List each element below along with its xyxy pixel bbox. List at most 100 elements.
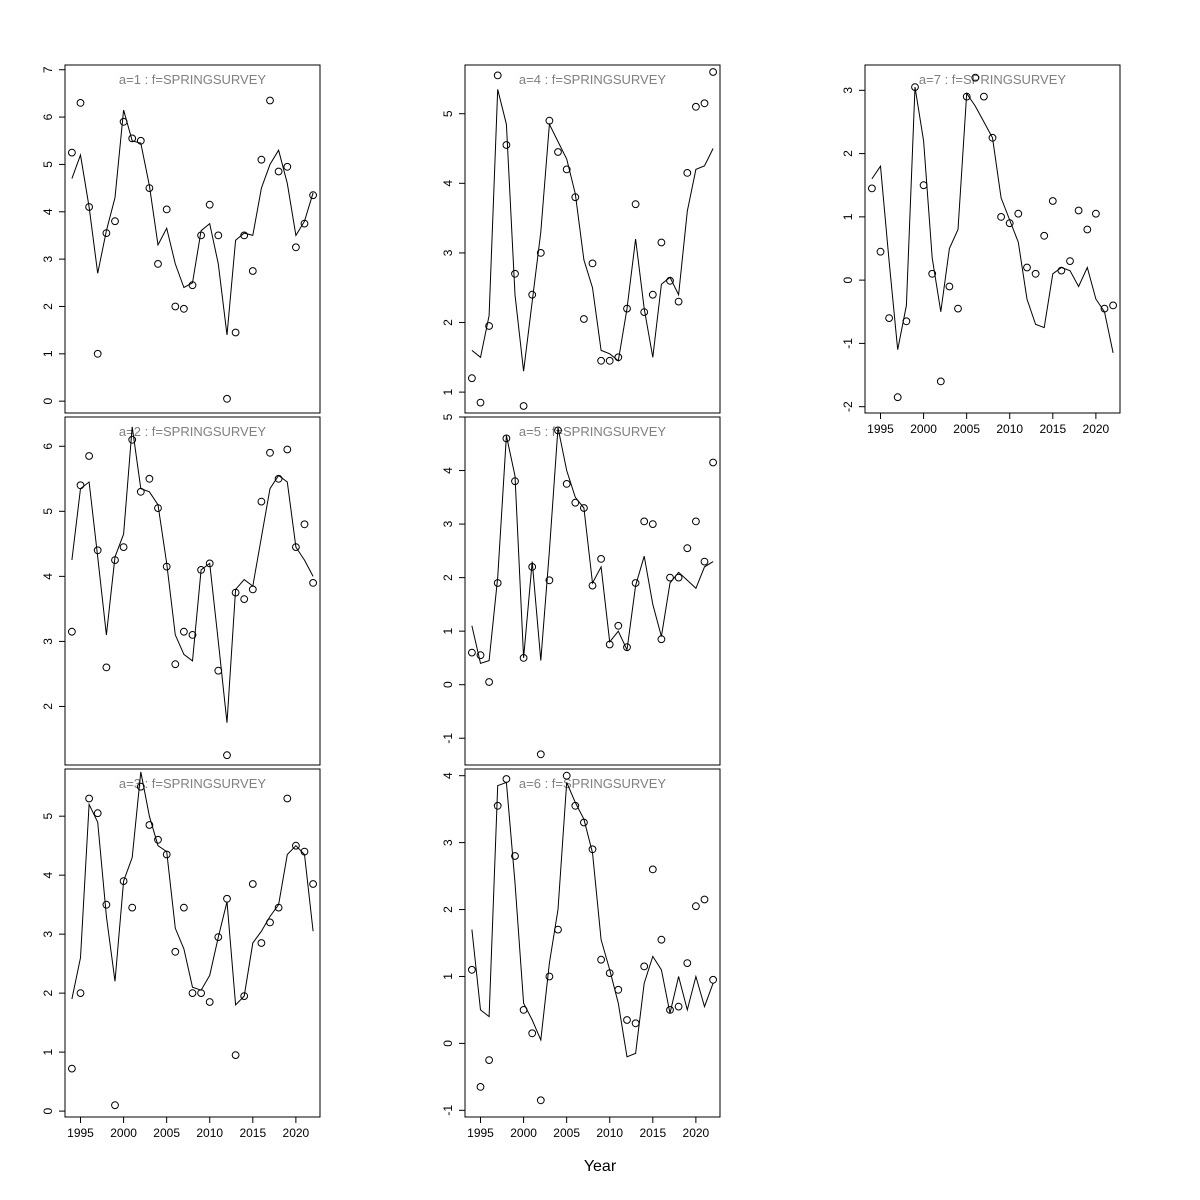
data-point — [128, 134, 137, 143]
data-point — [136, 487, 145, 496]
x-axis-title: Year — [583, 1158, 617, 1175]
panel-title: a=6 : f=SPRINGSURVEY — [519, 776, 666, 791]
data-point — [928, 269, 937, 278]
y-tick-label: 4 — [41, 573, 55, 580]
panel-a1: a=1 : f=SPRINGSURVEY 0 1 2 3 4 5 6 7 — [41, 64, 321, 414]
y-axis: -1 0 1 2 3 4 5 — [441, 413, 465, 744]
data-point — [876, 247, 885, 256]
data-point — [240, 595, 249, 603]
panel-title: a=4 : f=SPRINGSURVEY — [519, 72, 666, 87]
data-point — [868, 184, 876, 193]
data-point — [528, 1029, 537, 1038]
panel-a4: a=4 : f=SPRINGSURVEY 1 2 3 4 5 — [441, 64, 721, 414]
y-tick-label: 4 — [41, 872, 55, 879]
y-tick-label: 3 — [41, 638, 55, 645]
data-point — [571, 801, 580, 810]
data-point — [476, 398, 485, 407]
y-tick-label: 2 — [41, 989, 55, 996]
data-point — [571, 498, 580, 507]
panel-title: a=1 : f=SPRINGSURVEY — [119, 72, 266, 87]
panel-a6: a=6 : f=SPRINGSURVEY -1 0 1 2 3 4 1995 2000 2005 2… — [441, 768, 721, 1140]
data-point — [588, 845, 597, 854]
data-point — [631, 1019, 640, 1028]
data-point — [197, 231, 206, 240]
fit-line — [71, 109, 314, 335]
data-point — [162, 850, 171, 859]
y-tick-label: 2 — [441, 906, 455, 913]
data-point — [1031, 269, 1040, 278]
data-point — [536, 249, 545, 257]
y-tick-label: 5 — [41, 508, 55, 515]
x-tick-label: 2015 — [239, 1126, 266, 1140]
data-point — [111, 556, 119, 564]
data-point — [666, 276, 674, 285]
data-point — [154, 260, 162, 268]
panel-border — [864, 64, 1121, 414]
data-point — [197, 566, 206, 574]
data-point — [605, 969, 614, 977]
data-point — [85, 794, 93, 803]
data-point — [648, 865, 657, 874]
data-point — [180, 627, 188, 636]
data-point — [111, 217, 119, 226]
y-tick-label: 2 — [841, 150, 855, 157]
data-point — [666, 1006, 674, 1014]
fit-line — [471, 781, 714, 1058]
panel-border — [464, 64, 721, 414]
x-axis: 1995 2000 2005 2010 2015 2020 — [467, 1117, 710, 1140]
panel-title: a=5 : f=SPRINGSURVEY — [519, 424, 666, 439]
panel-a2: a=2 : f=SPRINGSURVEY 2 3 4 5 6 — [41, 416, 321, 766]
data-point — [188, 631, 197, 639]
data-point — [283, 794, 292, 803]
data-point — [1083, 225, 1092, 234]
y-axis: 2 3 4 5 6 — [41, 443, 65, 710]
data-point — [614, 621, 623, 630]
data-point — [171, 302, 180, 311]
data-point — [554, 148, 562, 156]
data-point — [1074, 206, 1083, 215]
data-point — [683, 169, 692, 177]
data-point — [536, 750, 545, 759]
data-point — [674, 297, 683, 306]
data-point — [700, 557, 709, 566]
data-point — [692, 517, 700, 526]
panel-a7: a=7 : f=SPRINGSURVEY -2 -1 0 1 2 3 1995 2000 2005… — [841, 64, 1121, 436]
data-point — [205, 200, 214, 209]
x-tick-label: 2005 — [153, 1126, 180, 1140]
data-point — [614, 353, 623, 362]
data-point — [136, 782, 145, 791]
y-tick-label: 2 — [41, 703, 55, 710]
panel-border — [64, 416, 321, 766]
panel-border — [464, 768, 721, 1118]
data-point — [188, 281, 197, 290]
data-point — [223, 894, 231, 903]
y-tick-label: 3 — [41, 255, 55, 262]
y-tick-label: 0 — [41, 1107, 55, 1114]
data-point — [223, 394, 231, 403]
data-point — [674, 573, 683, 582]
data-point — [709, 68, 717, 76]
y-tick-label: 0 — [441, 1040, 455, 1047]
data-points — [468, 771, 717, 1105]
x-tick-label: 2020 — [283, 1126, 310, 1140]
data-point — [180, 903, 188, 912]
data-point — [893, 393, 902, 402]
x-tick-label: 1995 — [67, 1126, 94, 1140]
data-point — [640, 517, 649, 526]
data-point — [76, 989, 85, 997]
panel-title: a=7 : f=SPRINGSURVEY — [919, 72, 1066, 87]
x-tick-label: 2010 — [996, 422, 1023, 436]
y-tick-label: 5 — [441, 413, 455, 420]
data-point — [309, 191, 318, 200]
data-point — [666, 573, 674, 582]
data-point — [700, 99, 709, 108]
data-point — [692, 102, 700, 111]
data-point — [614, 985, 623, 994]
data-point — [292, 841, 300, 850]
y-tick-label: 3 — [441, 520, 455, 527]
data-point — [945, 282, 954, 291]
data-point — [292, 243, 300, 252]
data-point — [188, 989, 197, 997]
data-point — [205, 559, 214, 568]
data-point — [257, 497, 266, 506]
